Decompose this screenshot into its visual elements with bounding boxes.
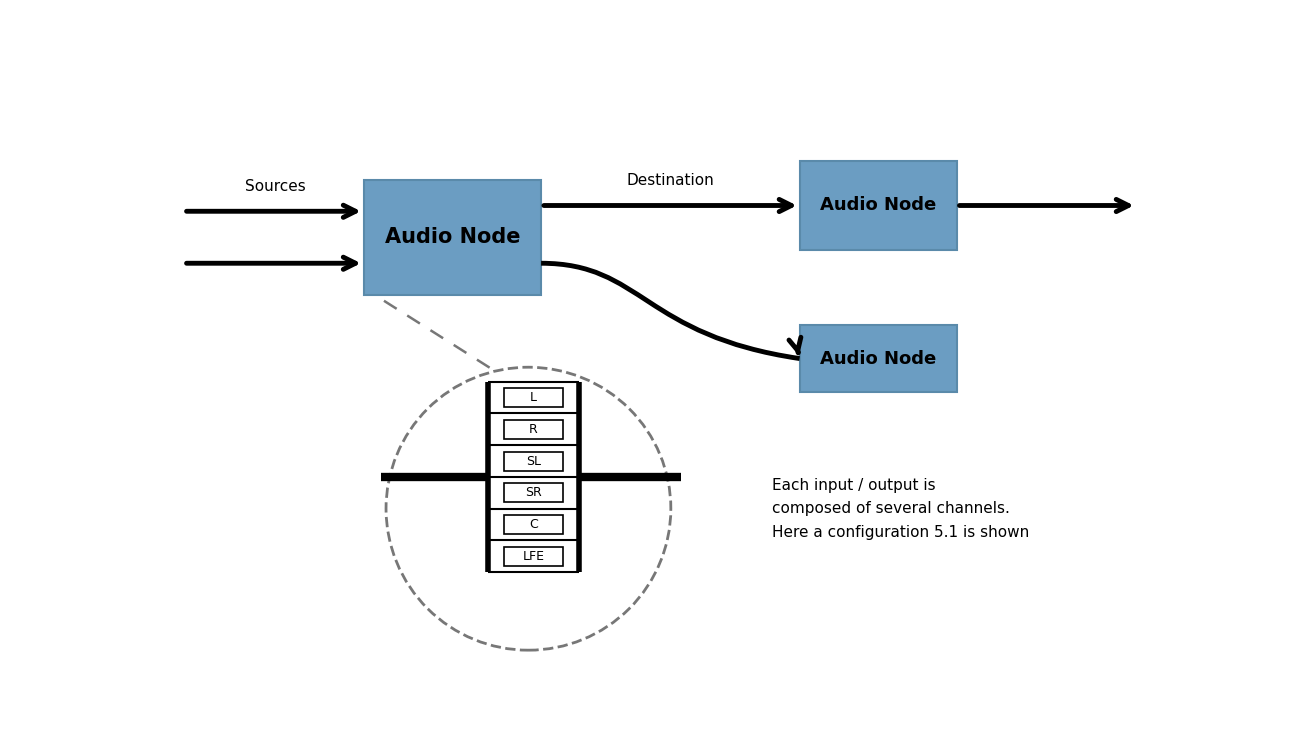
Bar [504,547,562,566]
Text: L: L [530,391,538,404]
Text: Destination: Destination [627,173,714,188]
Text: Each input / output is
composed of several channels.
Here a configuration 5.1 is: Each input / output is composed of sever… [772,478,1029,539]
Text: R: R [530,423,538,436]
FancyBboxPatch shape [799,326,956,392]
FancyBboxPatch shape [799,160,956,250]
Text: C: C [530,518,538,531]
Bar [504,452,562,470]
Text: LFE: LFE [522,550,544,562]
Bar [504,420,562,439]
Text: Audio Node: Audio Node [820,350,937,368]
Bar [504,388,562,407]
Text: Audio Node: Audio Node [820,196,937,214]
FancyBboxPatch shape [364,179,542,295]
Text: Audio Node: Audio Node [385,227,521,248]
Bar [504,483,562,502]
Text: Sources: Sources [245,179,305,194]
Text: SR: SR [525,486,542,500]
Text: SL: SL [526,454,542,467]
Bar [504,515,562,534]
